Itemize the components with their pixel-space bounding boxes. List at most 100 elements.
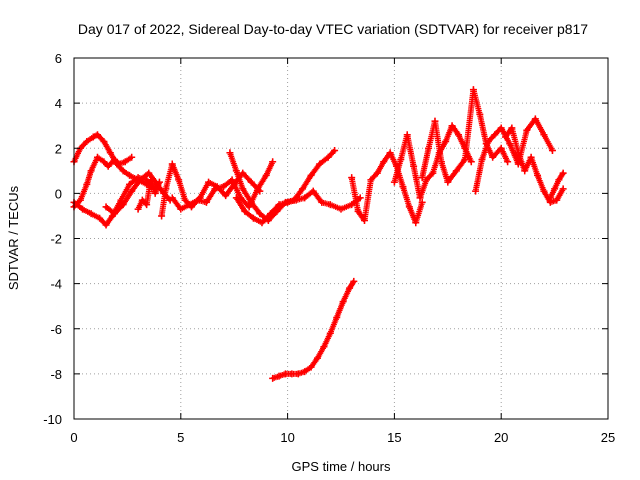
data-point — [168, 194, 176, 202]
x-tick-label: 0 — [70, 430, 77, 445]
data-point — [181, 196, 189, 204]
data-point — [331, 147, 339, 155]
data-point — [115, 160, 123, 168]
data-point — [437, 158, 445, 166]
x-tick-label: 25 — [601, 430, 615, 445]
data-point — [288, 370, 296, 378]
data-point — [292, 196, 300, 204]
data-point — [175, 176, 183, 184]
data-point — [354, 207, 362, 215]
data-point — [508, 124, 516, 132]
data-point — [514, 149, 522, 157]
y-tick-label: 2 — [55, 141, 62, 156]
data-point — [314, 354, 322, 362]
chart-title: Day 017 of 2022, Sidereal Day-to-day VTE… — [78, 21, 588, 37]
data-point — [472, 187, 480, 195]
data-point — [245, 203, 253, 211]
data-point — [324, 153, 332, 161]
x-axis-label: GPS time / hours — [292, 459, 391, 474]
y-axis-label: SDTVAR / TECUs — [6, 185, 21, 290]
data-point — [220, 183, 228, 191]
data-point — [521, 167, 529, 175]
data-point — [247, 178, 255, 186]
data-point — [281, 370, 289, 378]
data-point — [79, 205, 87, 213]
y-tick-label: -6 — [50, 322, 62, 337]
data-point — [431, 117, 439, 125]
data-point — [540, 187, 548, 195]
data-point — [299, 185, 307, 193]
data-point — [467, 158, 475, 166]
data-point — [145, 169, 153, 177]
data-point — [452, 167, 460, 175]
series-sat-e — [134, 176, 163, 213]
data-point — [386, 149, 394, 157]
data-point — [205, 178, 213, 186]
data-point — [429, 169, 437, 177]
x-tick-label: 10 — [280, 430, 294, 445]
data-point — [222, 192, 230, 200]
data-point — [100, 137, 108, 145]
data-point — [232, 167, 240, 175]
data-point — [269, 374, 277, 382]
data-point — [151, 189, 159, 197]
data-point — [553, 196, 561, 204]
y-tick-label: 4 — [55, 96, 62, 111]
data-point — [444, 178, 452, 186]
data-point — [111, 156, 119, 164]
data-point — [461, 156, 469, 164]
data-point — [309, 187, 317, 195]
data-point — [249, 214, 257, 222]
series-sat-g — [168, 158, 277, 213]
data-point — [126, 180, 134, 188]
series-sat-p — [546, 169, 567, 202]
data-point — [523, 126, 531, 134]
data-point — [337, 205, 345, 213]
data-point — [87, 210, 95, 218]
data-point — [318, 198, 326, 206]
data-point — [89, 133, 97, 141]
data-point — [506, 140, 514, 148]
data-point — [258, 219, 266, 227]
data-point — [326, 201, 334, 209]
data-point — [247, 198, 255, 206]
data-point — [454, 131, 462, 139]
data-point — [489, 153, 497, 161]
data-point — [239, 185, 247, 193]
data-point — [412, 219, 420, 227]
data-point — [121, 158, 129, 166]
data-point — [333, 313, 341, 321]
data-point — [373, 169, 381, 177]
data-point — [158, 212, 166, 220]
data-point — [96, 214, 104, 222]
data-point — [194, 196, 202, 204]
x-tick-label: 20 — [494, 430, 508, 445]
x-tick-label: 5 — [177, 430, 184, 445]
y-tick-label: -2 — [50, 232, 62, 247]
series-markers — [269, 278, 357, 382]
data-point — [442, 137, 450, 145]
data-point — [548, 147, 556, 155]
data-point — [284, 198, 292, 206]
data-point — [501, 133, 509, 141]
data-point — [126, 171, 134, 179]
data-point — [491, 131, 499, 139]
data-point — [534, 171, 542, 179]
data-point — [147, 176, 155, 184]
data-point — [241, 207, 249, 215]
data-point — [497, 144, 505, 152]
data-point — [301, 194, 309, 202]
x-tick-label: 15 — [387, 430, 401, 445]
data-point — [262, 171, 270, 179]
data-point — [267, 210, 275, 218]
data-point — [275, 201, 283, 209]
data-point — [476, 110, 484, 118]
data-point — [177, 205, 185, 213]
data-point — [559, 169, 567, 177]
data-point — [294, 370, 302, 378]
series-sat-h — [226, 147, 339, 224]
data-point — [254, 185, 262, 193]
data-point — [399, 183, 407, 191]
data-point — [102, 203, 110, 211]
data-point — [527, 153, 535, 161]
